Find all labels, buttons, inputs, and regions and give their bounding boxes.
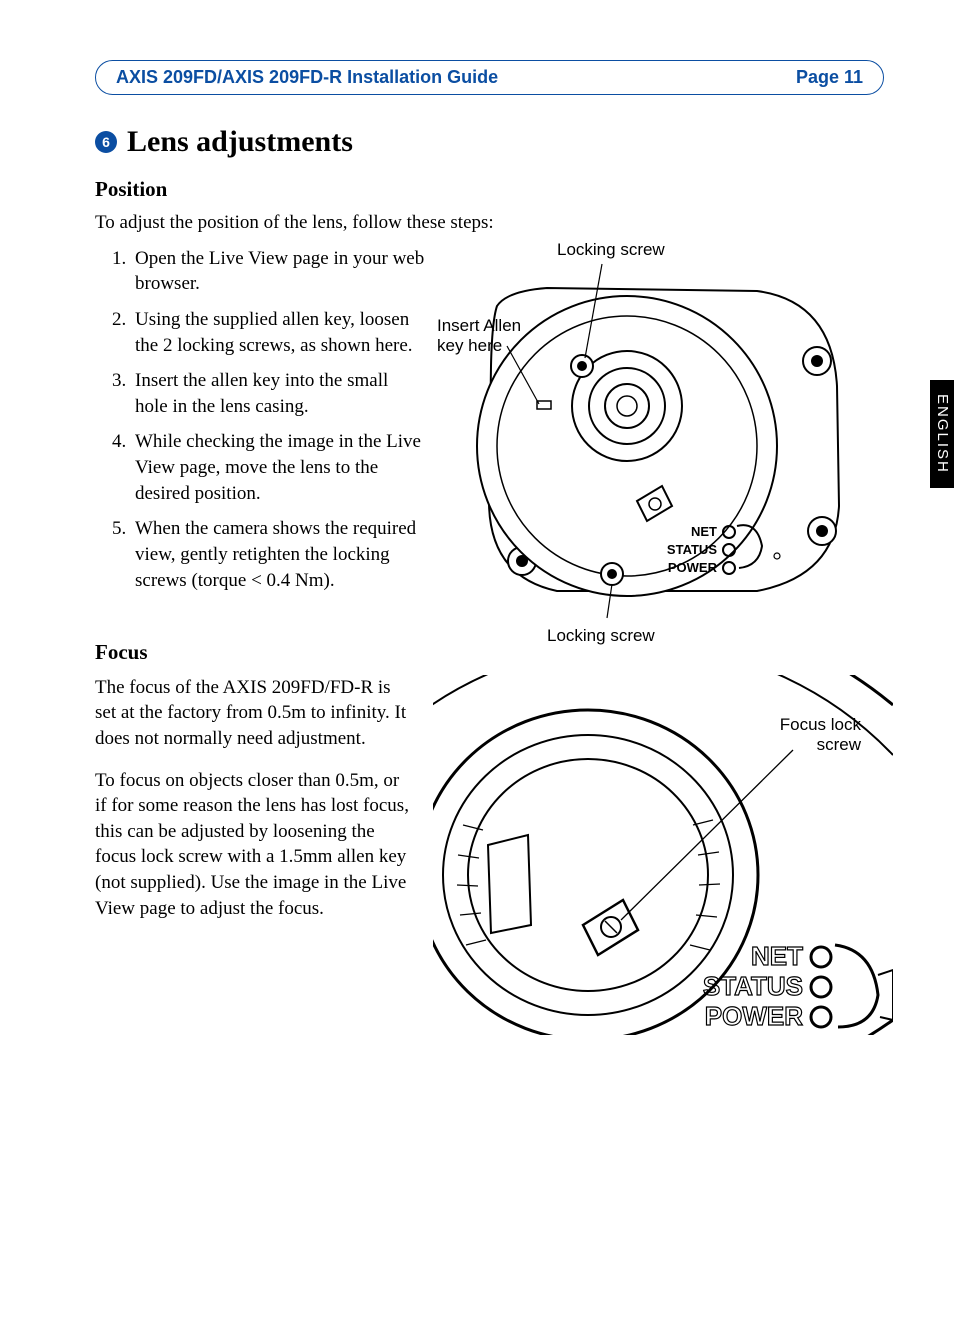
- position-steps-list: Open the Live View page in your web brow…: [95, 246, 425, 594]
- allen-key-label: Insert Allen key here: [437, 316, 532, 356]
- header-title: AXIS 209FD/AXIS 209FD-R Installation Gui…: [116, 67, 498, 88]
- section-number-badge: 6: [95, 131, 117, 153]
- locking-screw-bottom-label: Locking screw: [547, 626, 655, 646]
- step-item: When the camera shows the required view,…: [131, 516, 425, 593]
- step-item: Open the Live View page in your web brow…: [131, 246, 425, 297]
- position-diagram-column: Locking screw Insert Allen key here Lock…: [437, 246, 884, 626]
- camera-diagram-1: NET STATUS POWER: [437, 246, 857, 626]
- step-item: Using the supplied allen key, loosen the…: [131, 307, 425, 358]
- position-two-column: Open the Live View page in your web brow…: [95, 246, 884, 626]
- focus-para-1: The focus of the AXIS 209FD/FD-R is set …: [95, 675, 415, 752]
- led-net-large: NET: [751, 941, 803, 971]
- page-container: AXIS 209FD/AXIS 209FD-R Installation Gui…: [0, 0, 954, 1337]
- focus-heading: Focus: [95, 640, 884, 665]
- section-title: Lens adjustments: [127, 125, 353, 159]
- led-net-text: NET: [691, 524, 717, 539]
- step-item: Insert the allen key into the small hole…: [131, 368, 425, 419]
- header-page-number: Page 11: [796, 67, 863, 88]
- step-item: While checking the image in the Live Vie…: [131, 429, 425, 506]
- led-power-large: POWER: [705, 1001, 803, 1031]
- focus-text-column: The focus of the AXIS 209FD/FD-R is set …: [95, 675, 415, 1035]
- position-section: Position To adjust the position of the l…: [95, 177, 884, 626]
- page-header: AXIS 209FD/AXIS 209FD-R Installation Gui…: [95, 60, 884, 95]
- position-intro: To adjust the position of the lens, foll…: [95, 210, 884, 236]
- focus-section: Focus The focus of the AXIS 209FD/FD-R i…: [95, 640, 884, 1035]
- led-power-text: POWER: [668, 560, 718, 575]
- position-steps-column: Open the Live View page in your web brow…: [95, 246, 425, 626]
- focus-lock-label: Focus lock screw: [761, 715, 861, 755]
- led-status-text: STATUS: [667, 542, 717, 557]
- position-heading: Position: [95, 177, 884, 202]
- language-tab: ENGLISH: [930, 380, 954, 488]
- led-status-large: STATUS: [703, 971, 803, 1001]
- locking-screw-top-label: Locking screw: [557, 240, 665, 260]
- focus-para-2: To focus on objects closer than 0.5m, or…: [95, 768, 415, 922]
- section-heading-row: 6 Lens adjustments: [95, 125, 884, 159]
- focus-diagram-column: Focus lock screw: [433, 675, 893, 1035]
